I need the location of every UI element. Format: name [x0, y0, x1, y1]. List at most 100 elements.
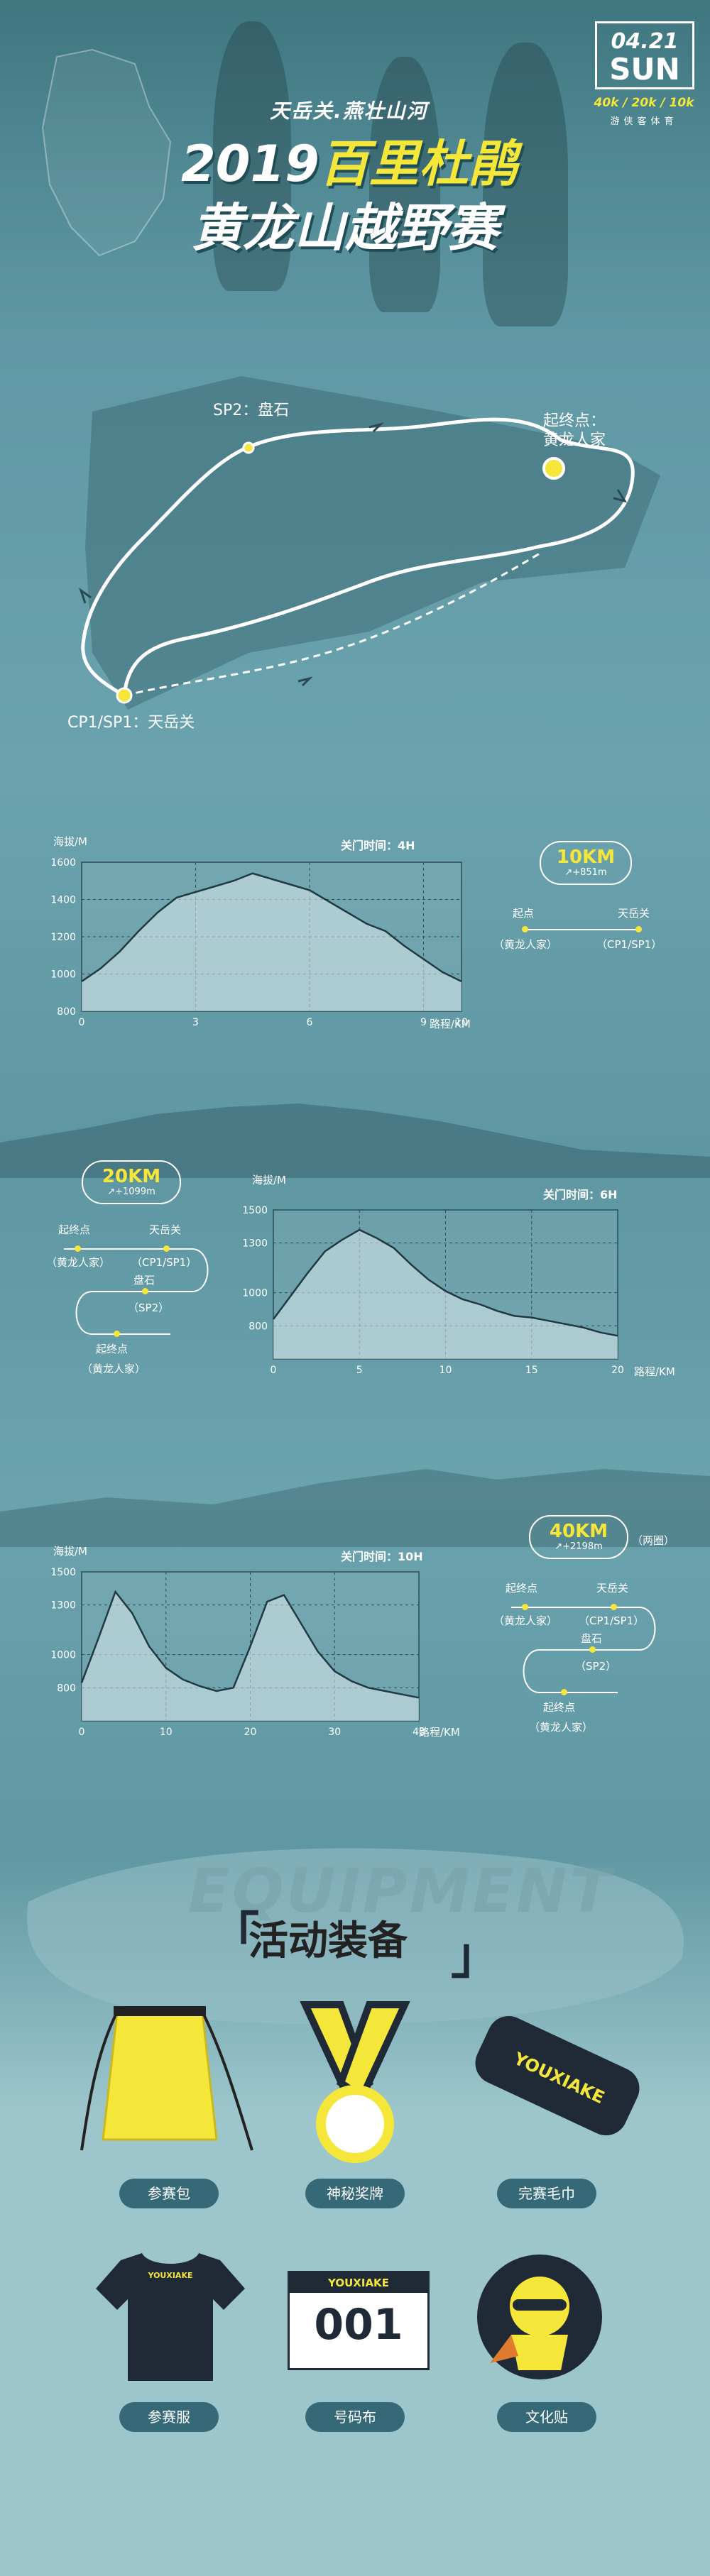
y-tick-label: 1000 — [50, 1650, 76, 1661]
route-40k-a: 起终点 — [506, 1582, 538, 1595]
x-tick-label: 6 — [307, 1017, 313, 1028]
y-tick-label: 800 — [57, 1683, 76, 1694]
elevation-line — [81, 872, 462, 983]
x-tick-label: 20 — [611, 1365, 624, 1376]
route-40k-b: 天岳关 — [596, 1582, 629, 1595]
towel-icon: YOUXIAKE — [475, 2015, 640, 2136]
route-20k-c: 盘石 — [133, 1274, 155, 1287]
y-tick-label: 800 — [57, 1006, 76, 1018]
item-label-sticker: 文化贴 — [497, 2402, 596, 2432]
y-tick-label: 1200 — [50, 932, 76, 943]
route-20k-c-sub: （SP2） — [128, 1301, 170, 1314]
route-10k-a: 起点 — [513, 907, 535, 920]
cp1-label: CP1/SP1：天岳关 — [67, 714, 195, 732]
route-dot — [589, 1646, 596, 1653]
route-20k-b: 天岳关 — [149, 1223, 182, 1236]
route-dot — [163, 1245, 170, 1252]
start-label-line1: 起终点： — [543, 412, 606, 430]
route-40k-d: 起终点 — [543, 1701, 576, 1714]
ylabel-20k: 海拔/M — [252, 1174, 286, 1187]
item-label-towel: 完赛毛巾 — [497, 2179, 596, 2208]
brush-stroke — [26, 1848, 684, 2025]
elevation-line — [272, 1228, 618, 1337]
route-10k-b: 天岳关 — [618, 907, 650, 920]
hero-banner — [0, 0, 710, 334]
route-40k-a-sub: （黄龙人家） — [493, 1614, 558, 1627]
ylabel-40k: 海拔/M — [53, 1545, 87, 1558]
route-20k-b-sub: （CP1/SP1） — [131, 1256, 197, 1269]
direction-arrow-icon — [79, 588, 92, 604]
y-tick-label: 1300 — [50, 1600, 76, 1612]
km-10k: 10KM — [556, 847, 616, 868]
cp1-marker — [116, 687, 133, 704]
organizer-name: 游侠客体育 — [610, 116, 678, 127]
date-badge: 04.21 SUN — [595, 21, 694, 89]
xlabel-40k: 路程/KM — [419, 1726, 460, 1739]
x-tick-label: 0 — [271, 1365, 277, 1376]
climb-20k: ↗+1099m — [107, 1187, 155, 1197]
route-40k-d-sub: （黄龙人家） — [529, 1721, 594, 1734]
distance-options: 40k / 20k / 10k — [594, 96, 694, 110]
climb-40k: ↗+2198m — [555, 1541, 603, 1552]
route-40k-c-sub: （SP2） — [575, 1660, 617, 1673]
elevation-chart-10k: 800 1000 1200 1400 1600 0 3 6 9 10 — [50, 857, 468, 1028]
item-label-bag: 参赛包 — [119, 2179, 219, 2208]
route-dot — [75, 1245, 81, 1252]
ylabel-10k: 海拔/M — [53, 835, 87, 848]
runner-silhouette — [213, 21, 291, 291]
title-year: 2019 — [181, 135, 320, 193]
route-dot — [522, 1604, 528, 1610]
distance-badge-20k: 20KM ↗+1099m — [82, 1160, 181, 1204]
cutoff-40k: 关门时间：10H — [341, 1550, 423, 1563]
equipment-title: 活动装备 — [248, 1918, 408, 1964]
drawstring-bag-icon — [80, 2006, 253, 2151]
y-tick-label: 1300 — [242, 1238, 268, 1250]
direction-arrow-icon — [297, 676, 313, 687]
ridge-photo — [0, 1103, 710, 1178]
route-10k-a-sub: （黄龙人家） — [493, 938, 558, 951]
y-tick-label: 1600 — [50, 857, 76, 869]
distance-badge-40k: 40KM ↗+2198m — [529, 1515, 628, 1559]
weekday-text: SUN — [609, 52, 680, 87]
km-40k: 40KM — [549, 1521, 608, 1542]
medal-icon — [300, 2001, 410, 2163]
runner-silhouette — [483, 43, 568, 326]
direction-arrow-icon — [368, 422, 384, 433]
x-tick-label: 20 — [244, 1727, 257, 1738]
route-10k-b-sub: （CP1/SP1） — [596, 938, 662, 951]
cutoff-20k: 关门时间：6H — [543, 1188, 618, 1201]
route-dot — [142, 1288, 148, 1294]
title-highlight: 百里杜鹃 — [319, 135, 518, 193]
cutoff-10k: 关门时间：4H — [341, 839, 415, 852]
bib-brand: YOUXIAKE — [290, 2273, 427, 2293]
x-tick-label: 10 — [439, 1365, 452, 1376]
mascot-sticker-icon — [477, 2255, 602, 2379]
km-20k: 20KM — [102, 1166, 161, 1187]
race-bib-icon: YOUXIAKE 001 — [288, 2271, 430, 2370]
bracket-left-icon: 「 — [209, 1907, 259, 1965]
bib-number: 001 — [314, 2300, 403, 2350]
route-dot — [635, 926, 642, 932]
item-label-bib: 号码布 — [305, 2402, 405, 2432]
hero-title-line2: 黄龙山越野赛 — [192, 198, 499, 258]
route-dot — [611, 1604, 617, 1610]
y-tick-label: 1000 — [242, 1288, 268, 1299]
elevation-area — [82, 873, 462, 1011]
start-finish-marker — [542, 457, 565, 480]
route-diagram-10k — [525, 929, 639, 930]
x-tick-label: 15 — [525, 1365, 538, 1376]
route-20k-a: 起终点 — [58, 1223, 91, 1236]
tshirt-icon: YOUXIAKE — [96, 2253, 245, 2381]
elevation-area — [273, 1230, 618, 1359]
x-tick-label: 10 — [160, 1727, 173, 1738]
x-tick-label: 0 — [79, 1727, 85, 1738]
x-tick-label: 5 — [356, 1365, 363, 1376]
route-diagram-20k — [64, 1248, 209, 1335]
route-dot — [114, 1331, 120, 1337]
start-label-line2: 黄龙人家 — [543, 431, 606, 449]
x-tick-label: 10 — [455, 1017, 468, 1028]
loop-note: （两圈） — [632, 1534, 675, 1547]
y-tick-label: 1500 — [242, 1205, 268, 1216]
y-tick-label: 1500 — [50, 1567, 76, 1578]
